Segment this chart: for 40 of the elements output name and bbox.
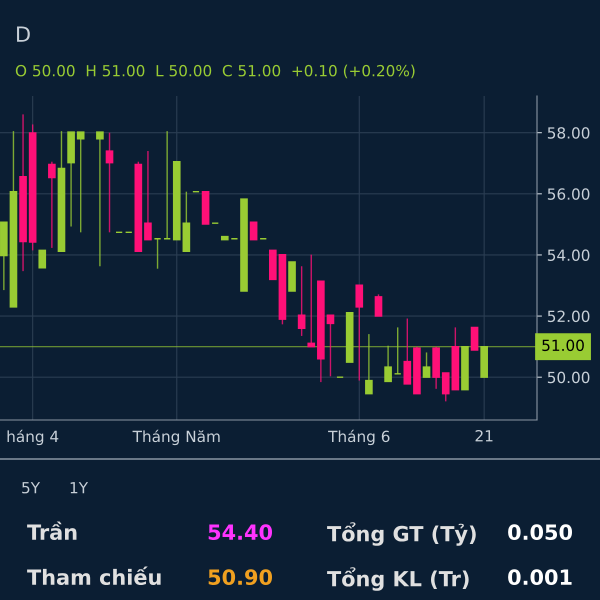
candlestick	[355, 284, 364, 382]
text: 5Y	[22, 482, 40, 494]
candlestick	[307, 254, 316, 348]
text: 54.40	[208, 524, 272, 540]
candlestick	[298, 266, 306, 337]
text: 0.050	[508, 524, 572, 540]
candlestick	[76, 131, 85, 234]
candlestick	[403, 318, 412, 385]
chart-title: D	[17, 26, 30, 42]
candlestick	[163, 130, 171, 240]
candlestick	[38, 250, 46, 268]
candlestick	[96, 131, 104, 267]
text: 1Y	[70, 482, 88, 494]
y-tick-label: 52.00	[548, 310, 590, 322]
y-tick-label: 54.00	[548, 249, 590, 261]
text: Trần	[27, 522, 76, 540]
candlestick	[470, 326, 478, 351]
candlestick	[326, 314, 334, 377]
candlestick	[154, 238, 162, 270]
chart-subtitle: O 50.00 H 51.00 L 50.00 C 51.00 +0.10 (+0.20%)	[16, 64, 415, 78]
text: Tổng GT (Tỷ)	[327, 522, 476, 546]
text: 0.001	[508, 569, 572, 586]
y-tick-label: 50.00	[548, 372, 590, 384]
ref-line-label: 51.00	[542, 340, 584, 352]
y-tick-label: 58.00	[548, 127, 590, 139]
text: Tổng KL (Tr)	[327, 567, 469, 591]
candlestick	[250, 222, 258, 240]
candlestick	[48, 161, 56, 249]
candlestick	[144, 150, 152, 240]
candlestick	[442, 372, 450, 402]
candlestick	[422, 352, 430, 378]
x-tick-label: Tháng 6	[328, 430, 390, 446]
y-tick-label: 56.00	[548, 188, 590, 200]
candlestick	[106, 132, 114, 234]
text: Tham chiếu	[27, 566, 161, 586]
candlestick	[374, 294, 382, 317]
x-tick-label: háng 4	[8, 430, 58, 446]
x-tick-label: Tháng Năm	[132, 430, 220, 446]
text: 50.90	[208, 569, 272, 586]
x-tick-label: 21	[476, 430, 492, 442]
